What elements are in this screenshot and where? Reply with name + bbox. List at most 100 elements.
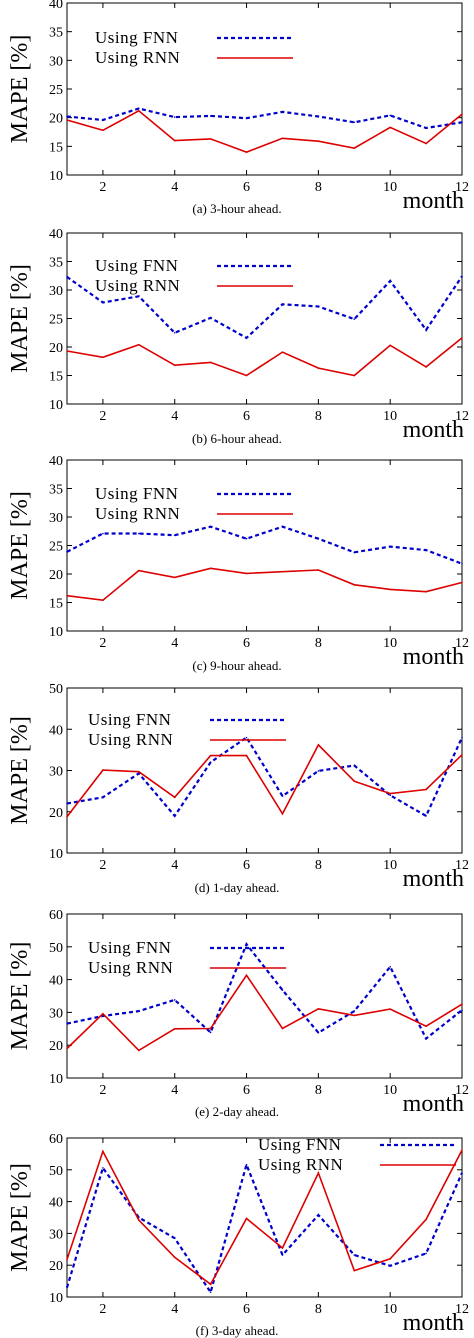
x-tick-label: 4 [171,636,178,651]
data-point [102,1012,104,1015]
data-point [209,567,212,570]
data-point [461,113,463,116]
x-tick-label: 8 [315,858,322,873]
x-axis-label: month [403,644,464,670]
data-point [138,569,140,572]
x-tick-label: 2 [99,409,106,424]
legend-label: Using FNN [88,938,171,957]
data-point [245,1217,248,1220]
data-point [209,525,212,528]
legend-label: Using FNN [88,710,171,729]
data-point [389,792,391,795]
data-point [281,1247,284,1249]
data-point [353,318,356,320]
data-point [461,121,463,124]
data-point [281,351,284,353]
data-point [209,317,212,319]
data-point [281,525,284,528]
data-point [353,374,356,377]
data-point [245,943,248,945]
x-tick-label: 4 [171,409,178,424]
data-point [389,966,391,968]
x-tick-label: 6 [243,409,250,424]
data-point [209,1027,212,1030]
data-point [425,366,427,368]
data-point [102,1150,104,1153]
data-point [317,140,320,142]
data-point [317,569,320,571]
legend-label: Using FNN [95,256,178,275]
series-line-fnn [66,525,463,565]
data-point [138,109,140,112]
x-tick-label: 2 [99,636,106,651]
data-point [425,329,427,331]
data-point [102,796,104,799]
series-line-rnn [66,743,463,818]
data-point [102,129,104,132]
data-point [425,1025,427,1027]
data-point [138,343,140,346]
data-point [425,1252,427,1255]
data-point [317,305,320,308]
y-tick-label: 10 [49,847,63,862]
data-point [353,551,356,554]
data-point [245,572,248,575]
series-line-rnn [66,567,463,602]
data-point [245,151,248,153]
series-line-rnn [66,337,463,377]
x-tick-label: 12 [455,1083,469,1098]
data-point [66,1286,68,1289]
data-point [461,736,463,739]
data-point [245,1163,248,1166]
y-tick-label: 30 [49,1006,63,1021]
data-point [102,1015,104,1017]
y-axis-label: MAPE [%] [7,1163,33,1272]
y-tick-label: 50 [49,941,63,956]
data-point [317,1007,320,1010]
data-point [102,356,104,359]
x-tick-label: 2 [99,1302,106,1317]
y-tick-label: 20 [49,568,63,583]
data-point [173,139,176,142]
x-tick-label: 8 [315,180,322,195]
data-point [461,1172,463,1174]
y-tick-label: 15 [49,370,63,385]
y-tick-label: 60 [49,908,63,923]
data-point [425,1218,427,1221]
data-point [138,532,140,535]
data-point [281,989,284,991]
data-point [66,350,68,352]
y-axis-label: MAPE [%] [7,35,33,144]
x-tick-label: 10 [383,409,397,424]
chart-caption: (d) 1-day ahead. [195,880,280,895]
legend-label: Using FNN [95,28,178,47]
y-axis-label: MAPE [%] [7,491,33,600]
legend-label: Using RNN [258,1155,343,1174]
x-axis-label: month [403,417,464,443]
data-point [102,532,104,535]
y-tick-label: 40 [49,0,63,12]
data-point [173,1237,176,1239]
data-point [281,795,284,797]
x-tick-label: 12 [455,858,469,873]
x-tick-label: 10 [383,858,397,873]
data-point [281,1027,284,1030]
data-point [245,537,248,540]
y-tick-label: 35 [49,26,63,41]
data-point [66,1047,68,1050]
data-point [102,599,104,602]
data-point [209,361,212,364]
chart-caption: (f) 3-day ahead. [196,1323,279,1338]
y-axis-label: MAPE [%] [7,716,33,825]
data-point [209,1283,212,1286]
series-line-fnn [66,735,464,818]
data-point [102,1167,104,1169]
data-point [66,802,68,805]
y-tick-label: 20 [49,1259,63,1274]
data-point [281,137,284,140]
data-point [317,367,320,369]
data-point [353,1010,356,1012]
